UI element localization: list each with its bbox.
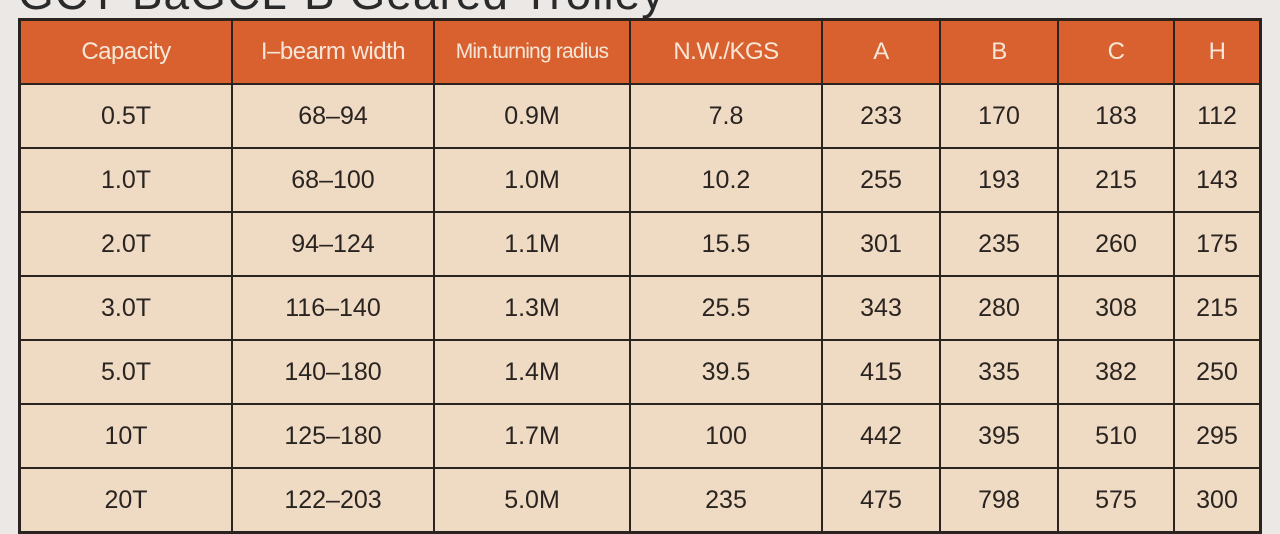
cell-capacity: 5.0T <box>18 339 233 405</box>
cell-net-weight: 7.8 <box>629 83 823 149</box>
header-min-turning-radius: Min.turning radius <box>433 18 631 85</box>
cell-capacity: 1.0T <box>18 147 233 213</box>
cell-min-turning-radius: 1.3M <box>433 275 631 341</box>
header-b: B <box>939 18 1059 85</box>
cell-min-turning-radius: 1.1M <box>433 211 631 277</box>
cell-b: 335 <box>939 339 1059 405</box>
table-row: 1.0T 68–100 1.0M 10.2 255 193 215 143 <box>18 147 1262 213</box>
cell-min-turning-radius: 1.0M <box>433 147 631 213</box>
cell-c: 382 <box>1057 339 1175 405</box>
table-row: 10T 125–180 1.7M 100 442 395 510 295 <box>18 403 1262 469</box>
cell-min-turning-radius: 1.4M <box>433 339 631 405</box>
cell-b: 235 <box>939 211 1059 277</box>
cell-i-beam-width: 116–140 <box>231 275 435 341</box>
header-net-weight: N.W./KGS <box>629 18 823 85</box>
cell-h: 300 <box>1173 467 1262 534</box>
cell-a: 442 <box>821 403 941 469</box>
cell-h: 112 <box>1173 83 1262 149</box>
cell-min-turning-radius: 1.7M <box>433 403 631 469</box>
cell-a: 415 <box>821 339 941 405</box>
cell-net-weight: 15.5 <box>629 211 823 277</box>
header-capacity: Capacity <box>18 18 233 85</box>
cell-c: 575 <box>1057 467 1175 534</box>
cell-h: 143 <box>1173 147 1262 213</box>
cell-h: 215 <box>1173 275 1262 341</box>
cell-h: 250 <box>1173 339 1262 405</box>
cell-capacity: 2.0T <box>18 211 233 277</box>
table-row: 5.0T 140–180 1.4M 39.5 415 335 382 250 <box>18 339 1262 405</box>
cell-b: 798 <box>939 467 1059 534</box>
cell-c: 510 <box>1057 403 1175 469</box>
cell-i-beam-width: 122–203 <box>231 467 435 534</box>
header-h: H <box>1173 18 1262 85</box>
page-title: GCT-BaGCL-B Geared Trolley <box>18 0 665 20</box>
header-a: A <box>821 18 941 85</box>
cell-net-weight: 235 <box>629 467 823 534</box>
cell-b: 280 <box>939 275 1059 341</box>
table-row: 3.0T 116–140 1.3M 25.5 343 280 308 215 <box>18 275 1262 341</box>
cell-capacity: 10T <box>18 403 233 469</box>
table-row: 20T 122–203 5.0M 235 475 798 575 300 <box>18 467 1262 534</box>
cell-net-weight: 100 <box>629 403 823 469</box>
cell-a: 255 <box>821 147 941 213</box>
cell-i-beam-width: 140–180 <box>231 339 435 405</box>
cell-min-turning-radius: 0.9M <box>433 83 631 149</box>
cell-capacity: 20T <box>18 467 233 534</box>
cell-min-turning-radius: 5.0M <box>433 467 631 534</box>
cell-capacity: 0.5T <box>18 83 233 149</box>
cell-a: 475 <box>821 467 941 534</box>
cell-c: 308 <box>1057 275 1175 341</box>
cell-c: 260 <box>1057 211 1175 277</box>
cell-i-beam-width: 125–180 <box>231 403 435 469</box>
header-c: C <box>1057 18 1175 85</box>
cell-capacity: 3.0T <box>18 275 233 341</box>
cell-b: 170 <box>939 83 1059 149</box>
header-row: Capacity I–bearm width Min.turning radiu… <box>18 18 1262 85</box>
cell-i-beam-width: 68–100 <box>231 147 435 213</box>
cell-h: 175 <box>1173 211 1262 277</box>
cell-net-weight: 25.5 <box>629 275 823 341</box>
cell-b: 193 <box>939 147 1059 213</box>
cell-h: 295 <box>1173 403 1262 469</box>
cell-a: 233 <box>821 83 941 149</box>
header-i-beam-width: I–bearm width <box>231 18 435 85</box>
cell-i-beam-width: 68–94 <box>231 83 435 149</box>
table-row: 0.5T 68–94 0.9M 7.8 233 170 183 112 <box>18 83 1262 149</box>
cell-c: 215 <box>1057 147 1175 213</box>
specification-table: Capacity I–bearm width Min.turning radiu… <box>18 18 1262 534</box>
cell-b: 395 <box>939 403 1059 469</box>
cell-net-weight: 39.5 <box>629 339 823 405</box>
cell-i-beam-width: 94–124 <box>231 211 435 277</box>
cell-a: 301 <box>821 211 941 277</box>
cell-net-weight: 10.2 <box>629 147 823 213</box>
table-row: 2.0T 94–124 1.1M 15.5 301 235 260 175 <box>18 211 1262 277</box>
cell-c: 183 <box>1057 83 1175 149</box>
cell-a: 343 <box>821 275 941 341</box>
